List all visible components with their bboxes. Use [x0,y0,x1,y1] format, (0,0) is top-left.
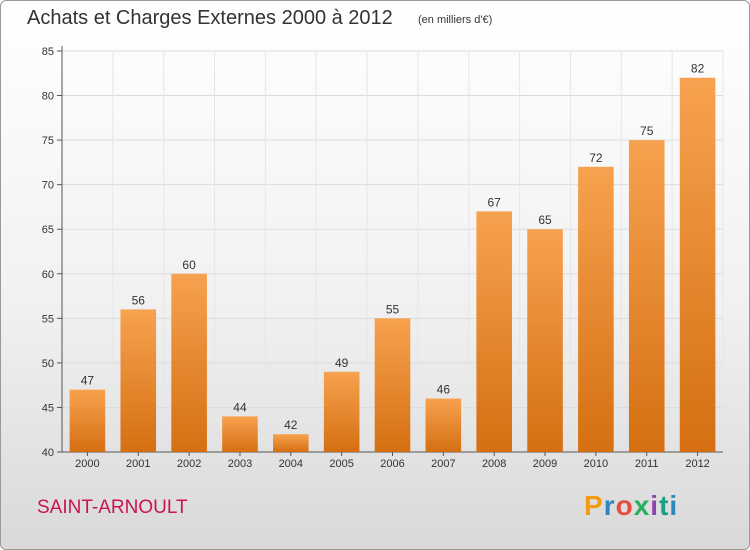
bar-2011 [628,140,665,452]
bar-2010 [578,166,614,452]
logo-letter: P [584,490,604,521]
x-tick-label: 2003 [228,458,252,470]
y-tick-label: 60 [42,269,54,281]
x-tick-label: 2002 [177,458,201,470]
data-labels: 47 56 60 44 42 49 55 46 67 65 72 75 82 [81,62,705,432]
data-label: 55 [386,302,400,316]
data-label: 47 [81,374,95,388]
data-label: 82 [691,62,705,76]
x-tick-label: 2005 [329,458,353,470]
chart-title: Achats et Charges Externes 2000 à 2012 [27,7,393,29]
x-tick-label: 2000 [75,458,99,470]
bar-2012 [679,77,716,452]
y-tick-label: 40 [42,447,54,459]
x-tick-label: 2008 [482,458,506,470]
commune-name: SAINT-ARNOULT [37,497,188,518]
y-tick-label: 65 [42,224,54,236]
x-tick-label: 2012 [685,458,709,470]
data-label: 56 [132,293,146,307]
x-tick-label: 2001 [126,458,150,470]
data-label: 60 [182,258,196,272]
bar-2007 [425,398,462,452]
bar-2000 [69,389,106,452]
logo-letter: i [669,490,679,521]
data-label: 67 [488,195,502,209]
logo-letter: o [615,490,634,521]
chart-subtitle: (en milliers d'€) [418,14,493,26]
bar-2003 [222,416,258,452]
data-label: 75 [640,124,654,138]
data-label: 72 [589,151,603,165]
logo-letter: t [659,490,670,521]
bar-2002 [171,273,207,452]
x-tick-label: 2006 [380,458,404,470]
logo-letter: i [650,490,660,521]
x-tick-label: 2011 [635,458,659,470]
bar-2006 [374,318,411,452]
bars [69,77,716,452]
data-label: 49 [335,356,349,370]
y-tick-label: 70 [42,180,54,192]
data-label: 46 [437,383,451,397]
logo-letter: x [633,490,651,521]
x-tick-label: 2007 [431,458,455,470]
y-tick-label: 50 [42,358,54,370]
data-label: 44 [233,400,247,414]
bar-2009 [527,229,563,452]
y-tick-label: 80 [42,91,54,103]
bar-2001 [120,309,157,452]
data-label: 65 [538,213,552,227]
proxiti-logo[interactable]: Proxiti [584,490,678,522]
x-tick-label: 2004 [279,458,303,470]
bar-2005 [323,371,360,452]
bar-2004 [273,434,309,452]
y-tick-label: 45 [42,402,54,414]
y-tick-label: 85 [42,46,54,58]
bar-2008 [476,211,512,452]
y-tick-label: 75 [42,135,54,147]
data-label: 42 [284,418,298,432]
x-tick-label: 2010 [584,458,608,470]
y-tick-label: 55 [42,313,54,325]
x-tick-label: 2009 [533,458,557,470]
logo-letter: r [603,490,616,521]
